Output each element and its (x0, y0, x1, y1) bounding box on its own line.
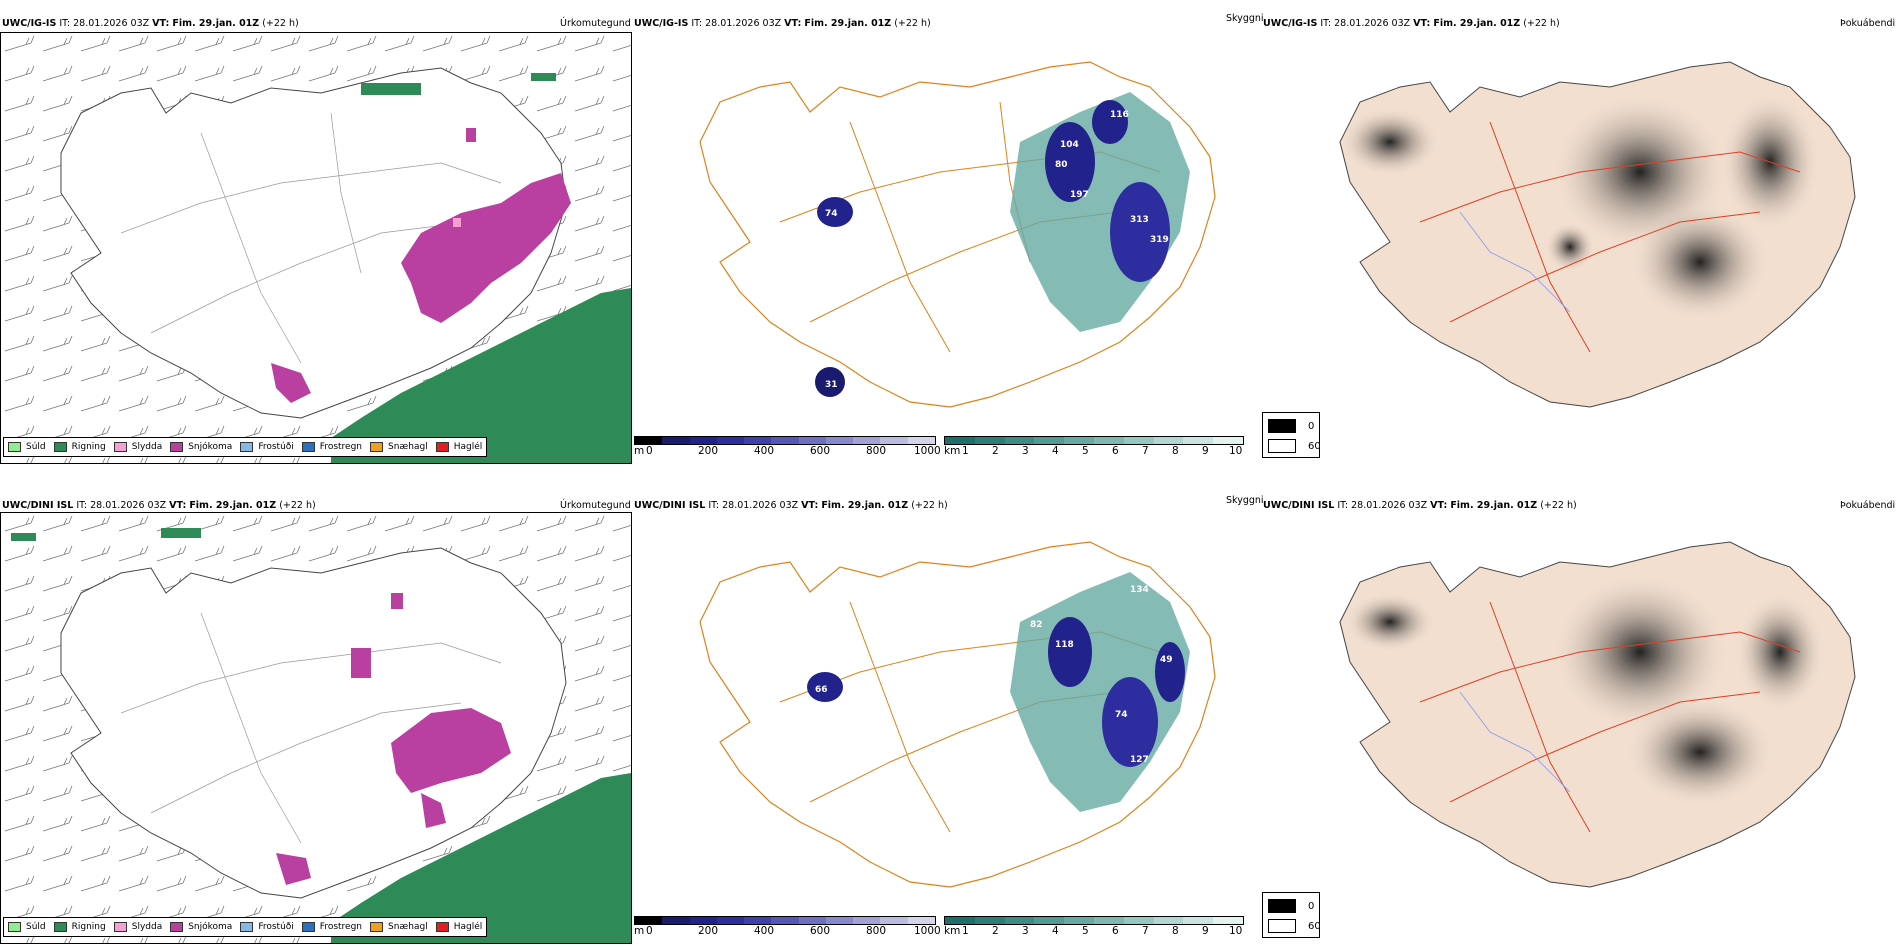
row2-fog-map[interactable] (1300, 512, 1860, 912)
iceland-outline (60, 67, 567, 419)
row1-vis-map[interactable]: 104 80 197 74 313 319 116 31 (660, 32, 1240, 432)
row2-precip-legend: Súld Rigning Slydda Snjókoma Frostúði Fr… (3, 917, 488, 937)
row1-fog-title: Þokuábendi (1840, 18, 1896, 29)
row1-vis-header: UWC/IG-IS IT: 28.01.2026 03Z VT: Fim. 29… (634, 18, 931, 29)
svg-text:104: 104 (1060, 140, 1079, 150)
row1-precip-legend: Súld Rigning Slydda Snjókoma Frostúði Fr… (3, 437, 488, 457)
row1-km-colorbar: km 1 2 3 4 5 6 7 8 9 10 (944, 436, 1244, 457)
legend-item-frostregn: Frostregn (301, 442, 362, 452)
row2-vis-title: Skyggni (1226, 495, 1264, 506)
height-colorbar-strip (634, 436, 936, 445)
row2-vis-header: UWC/DINI ISL IT: 28.01.2026 03Z VT: Fim.… (634, 500, 948, 511)
svg-text:313: 313 (1130, 215, 1149, 225)
legend-item-hagel: Haglél (435, 442, 482, 452)
legend-item-slydda: Slydda (113, 442, 162, 452)
row2-km-colorbar: km 1 2 3 4 5 6 7 8 9 10 (944, 916, 1244, 937)
row2-height-colorbar: m 0 200 400 600 800 1000 (634, 916, 941, 937)
row2-fog-legend: 0 60 (1262, 892, 1321, 938)
swatch (8, 442, 21, 452)
row1-fog-header: UWC/IG-IS IT: 28.01.2026 03Z VT: Fim. 29… (1263, 18, 1560, 29)
legend-item-frostudi: Frostúði (240, 442, 294, 452)
svg-text:118: 118 (1055, 640, 1074, 650)
legend-item-rigning: Rigning (53, 442, 106, 452)
svg-text:80: 80 (1055, 160, 1068, 170)
row1-precip-title: Úrkomutegund (560, 18, 631, 29)
row1-precip-map[interactable] (0, 32, 632, 464)
svg-text:116: 116 (1110, 110, 1129, 120)
legend-item-snaehagl: Snæhagl (370, 442, 428, 452)
legend-item-snjokoma: Snjókoma (170, 442, 232, 452)
svg-text:74: 74 (825, 209, 838, 219)
svg-text:66: 66 (815, 685, 828, 695)
row2-precip-title: Úrkomutegund (560, 500, 631, 511)
row2-precip-map[interactable] (0, 512, 632, 944)
svg-text:319: 319 (1150, 235, 1169, 245)
svg-text:134: 134 (1130, 585, 1149, 595)
row2-vis-map[interactable]: 82 118 66 74 134 49 127 (660, 512, 1240, 912)
row1-precip-header: UWC/IG-IS IT: 28.01.2026 03Z VT: Fim. 29… (2, 18, 299, 29)
row2-fog-title: Þokuábendi (1840, 500, 1896, 511)
svg-text:49: 49 (1160, 655, 1173, 665)
svg-text:74: 74 (1115, 710, 1128, 720)
row2-precip-header: UWC/DINI ISL IT: 28.01.2026 03Z VT: Fim.… (2, 500, 316, 511)
svg-text:82: 82 (1030, 620, 1043, 630)
row1-height-colorbar: m 0 200 400 600 800 1000 (634, 436, 941, 457)
row2-fog-header: UWC/DINI ISL IT: 28.01.2026 03Z VT: Fim.… (1263, 500, 1577, 511)
svg-text:127: 127 (1130, 755, 1149, 765)
row1-fog-legend: 0 60 (1262, 412, 1321, 458)
svg-text:197: 197 (1070, 190, 1089, 200)
row1-precip-svg (1, 33, 631, 463)
row1-fog-map[interactable] (1300, 32, 1860, 432)
svg-text:31: 31 (825, 380, 838, 390)
legend-item-sulda: Súld (8, 442, 46, 452)
row1-vis-title: Skyggni (1226, 13, 1264, 24)
